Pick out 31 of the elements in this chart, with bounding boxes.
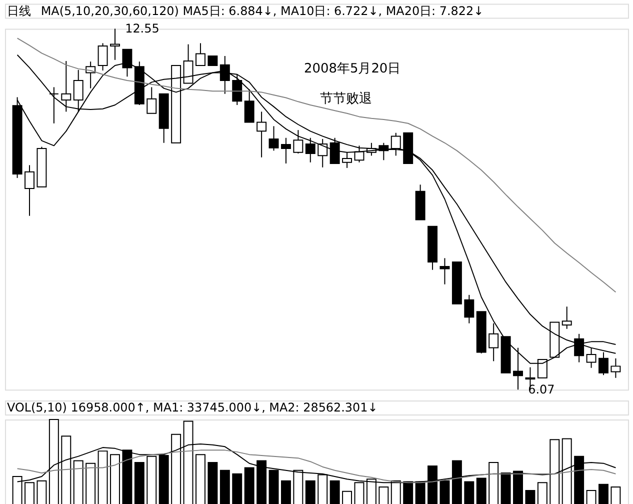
candlestick: [464, 294, 474, 324]
candlestick: [610, 358, 621, 378]
candlestick: [232, 74, 242, 106]
candlestick: [146, 86, 157, 114]
annotation: 6.07: [528, 382, 555, 397]
candlestick: [208, 56, 218, 66]
annotation: 12.55: [125, 22, 160, 36]
candlestick: [110, 28, 120, 60]
candlestick: [61, 60, 72, 112]
candlestick: [256, 111, 267, 158]
candlestick: [73, 69, 84, 112]
candlestick: [48, 86, 59, 124]
candlestick: [305, 137, 316, 163]
candlestick: [280, 137, 291, 164]
candlestick: [440, 258, 450, 285]
candlestick: [24, 164, 34, 216]
chart-title: 日线: [6, 4, 31, 18]
candlestick: [98, 42, 108, 71]
text: VOL(5,10) 16958.000↑, MA1: 33745.000↓, MA2: 28562.301↓: [6, 400, 378, 415]
candlestick: [562, 306, 572, 330]
candlestick: [390, 132, 401, 156]
annotation: 2008年5月20日: [304, 62, 401, 77]
candlestick: [342, 152, 352, 168]
candlestick: [293, 130, 304, 154]
candlestick: [318, 138, 328, 168]
candlestick: [268, 126, 279, 152]
text: MA(5,10,20,30,60,120) MA5日: 6.884↓, MA10日: 6.722↓, MA20日: 7.822↓: [40, 4, 484, 18]
candlestick: [244, 88, 254, 123]
candlestick: [195, 42, 206, 66]
candlestick: [330, 137, 340, 164]
annotation: 节节败退: [320, 91, 372, 106]
